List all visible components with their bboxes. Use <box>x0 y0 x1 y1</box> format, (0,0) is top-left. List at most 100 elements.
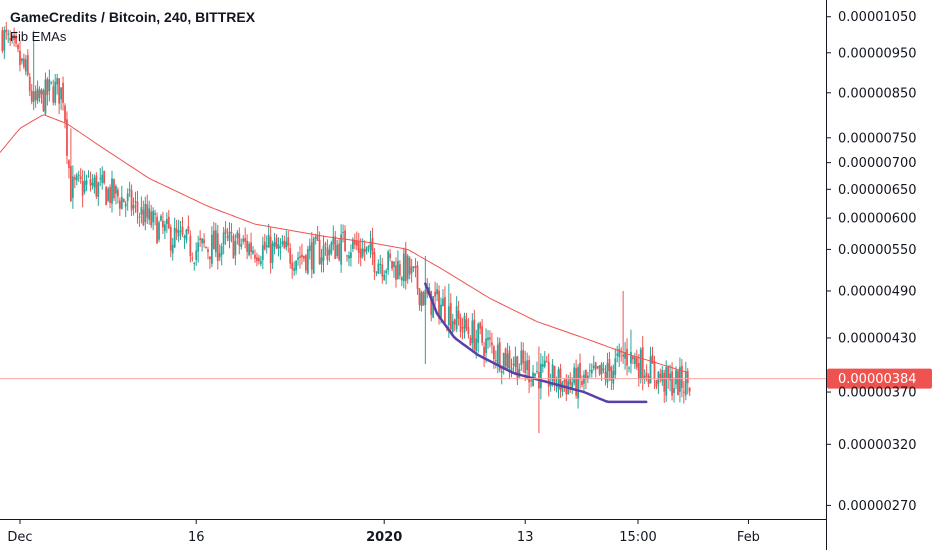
candle-body <box>465 319 468 329</box>
candle-body <box>375 271 378 273</box>
candle-body <box>152 210 155 223</box>
candle-body <box>209 256 211 260</box>
candle-body <box>165 219 168 224</box>
candle-body <box>635 357 638 368</box>
candle-body <box>324 243 327 246</box>
candle-body <box>657 372 660 384</box>
candle-body <box>97 182 100 198</box>
candle-body <box>191 257 194 260</box>
candle-body <box>122 198 125 203</box>
candle-body <box>277 244 280 249</box>
candle-body <box>661 369 664 382</box>
candle-body <box>212 230 215 250</box>
candle-body <box>549 382 552 387</box>
candle-body <box>680 365 683 388</box>
candle-body <box>365 246 368 252</box>
candle-body <box>506 353 509 369</box>
candle-body <box>58 78 61 104</box>
time-tick-label: Feb <box>737 530 760 545</box>
candle-body <box>254 254 256 259</box>
candle-body <box>420 292 423 306</box>
candle-body <box>66 119 68 156</box>
candle-body <box>62 82 64 103</box>
candle-body <box>207 249 209 252</box>
candle-body <box>169 226 172 251</box>
candle-body <box>181 226 184 235</box>
candle-body <box>483 346 485 357</box>
candle-body <box>504 348 507 367</box>
candle-body <box>536 370 538 372</box>
ema-line <box>0 114 688 373</box>
candle-body <box>185 229 188 241</box>
candle-body <box>686 371 689 384</box>
candle-body <box>250 242 252 252</box>
candle-body <box>410 266 413 274</box>
candle-body <box>467 327 470 335</box>
candle-body <box>259 260 262 265</box>
candle-body <box>379 263 382 265</box>
candle-body <box>89 178 92 186</box>
candle-body <box>197 242 200 252</box>
candle-body <box>134 201 137 203</box>
candle-body <box>9 38 12 41</box>
candle-body <box>667 366 670 379</box>
candle-body <box>575 368 578 396</box>
candle-body <box>175 228 178 233</box>
candle-body <box>555 385 558 387</box>
price-axis[interactable]: 0.00001050 0.00000950 0.00000850 0.00000750… <box>826 0 917 550</box>
candle-body <box>473 319 476 350</box>
candle-body <box>675 370 677 385</box>
candle-body <box>154 213 156 215</box>
candle-body <box>512 363 515 366</box>
candle-body <box>109 187 111 203</box>
candle-body <box>24 59 27 72</box>
candle-body <box>649 356 652 384</box>
candle-body <box>569 377 572 385</box>
candle-body <box>179 230 182 232</box>
candle-body <box>326 247 329 261</box>
candle-body <box>518 368 521 378</box>
candle-body <box>653 361 656 379</box>
last-price-layer: 0.00000384 <box>0 368 932 389</box>
price-tick-label: 0.00000700 <box>838 156 917 171</box>
candle-body <box>461 327 464 329</box>
candle-body <box>628 367 630 369</box>
candle-body <box>459 317 462 332</box>
price-tick-label: 0.00001050 <box>838 10 917 25</box>
candle-body <box>275 237 278 249</box>
candle-body <box>659 373 662 380</box>
candle-body <box>647 375 650 385</box>
candle-body <box>173 227 176 248</box>
candle-body <box>434 291 437 297</box>
candle-body <box>508 350 511 368</box>
candle-body <box>322 245 325 261</box>
candle-body <box>308 245 311 251</box>
candle-body <box>487 337 489 341</box>
symbol-title[interactable]: GameCredits / Bitcoin, 240, BITTREX <box>10 9 256 25</box>
last-price-value: 0.00000384 <box>838 372 917 387</box>
candle-body <box>148 208 151 220</box>
candle-body <box>541 364 544 367</box>
candle-body <box>240 244 243 247</box>
candle-body <box>316 234 319 241</box>
candle-body <box>7 33 10 35</box>
candle-body <box>612 370 615 384</box>
candle-body <box>199 238 202 241</box>
candle-body <box>56 78 59 85</box>
candle-body <box>457 310 460 319</box>
candle-body <box>69 166 72 202</box>
candle-body <box>52 86 55 103</box>
indicator-label[interactable]: Fib EMAs <box>10 29 67 44</box>
time-axis[interactable]: Dec 16 2020 13 15:00 Feb <box>0 519 826 545</box>
candle-body <box>522 350 525 364</box>
time-tick-label: 15:00 <box>619 530 656 545</box>
candle-body <box>344 230 346 252</box>
candle-body <box>48 79 51 92</box>
candle-body <box>91 182 94 186</box>
candle-body <box>416 265 419 289</box>
price-tick-label: 0.00000320 <box>838 438 917 453</box>
price-tick-label: 0.00000430 <box>838 331 917 346</box>
price-tick-label: 0.00000850 <box>838 86 917 101</box>
candle-body <box>645 372 648 377</box>
